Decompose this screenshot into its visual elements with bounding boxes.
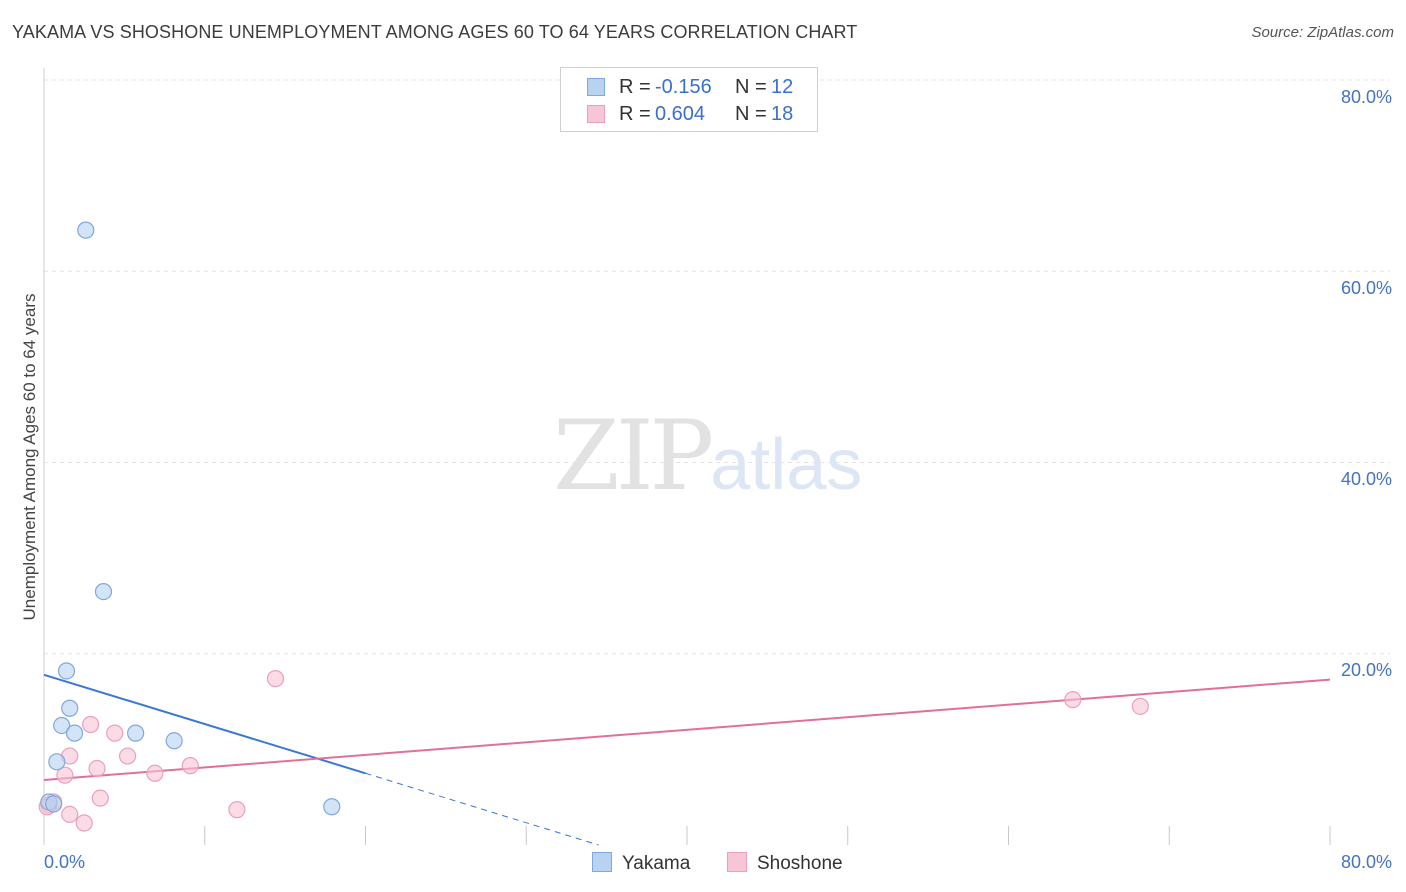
point-shoshone (88, 759, 106, 778)
trendline-shoshone (43, 678, 1331, 781)
y-tick-label-40: 40.0% (1340, 469, 1392, 489)
point-yakama (48, 753, 66, 771)
point-yakama (65, 724, 84, 742)
legend-n-label: N = (735, 103, 767, 125)
point-shoshone (82, 715, 100, 734)
legend-n-label: N = (735, 76, 767, 98)
axis-layer (43, 68, 1331, 845)
data-points (38, 221, 1149, 832)
chart-title: YAKAMA VS SHOSHONE UNEMPLOYMENT AMONG AG… (12, 22, 858, 42)
point-shoshone (1131, 697, 1149, 715)
x-tick-label-min: 0.0% (44, 852, 86, 872)
legend-r-value: -0.156 (655, 76, 712, 98)
trendline-yakama (43, 673, 366, 775)
point-shoshone (106, 724, 124, 742)
bottom-legend-label-shoshone: Shoshone (757, 853, 843, 874)
point-yakama (165, 732, 183, 750)
point-shoshone (56, 766, 74, 784)
point-yakama (57, 662, 76, 680)
zipatlas-watermark: ZIPatlas (553, 400, 862, 512)
point-yakama (127, 724, 145, 742)
point-yakama (77, 221, 95, 239)
point-yakama (94, 582, 113, 601)
watermark-atlas: atlas (710, 425, 863, 505)
legend-r-label: R = (619, 103, 651, 125)
point-shoshone (75, 814, 93, 832)
point-yakama (323, 798, 341, 816)
legend-r-value: 0.604 (655, 103, 706, 125)
trend-lines (43, 673, 1331, 846)
x-tick-label-max: 80.0% (1340, 852, 1392, 872)
point-shoshone (146, 764, 164, 782)
legend-n-value: 12 (771, 76, 794, 98)
point-shoshone (1064, 691, 1082, 709)
point-yakama (53, 716, 71, 735)
bottom-legend-shoshone: Shoshone (727, 852, 843, 875)
point-shoshone (118, 747, 137, 765)
legend-r-label: R = (619, 76, 651, 98)
watermark-zip: ZIP (553, 400, 714, 512)
point-shoshone (266, 670, 285, 688)
legend-swatch-yakama (587, 78, 605, 96)
bottom-legend-swatch-shoshone (727, 852, 747, 872)
y-tick-label-80: 80.0% (1340, 87, 1392, 107)
point-shoshone (61, 805, 79, 824)
correlation-legend: R = -0.156 N = 12 R = 0.604 N = 18 (560, 67, 818, 132)
legend-swatch-shoshone (587, 105, 605, 123)
bottom-legend-yakama: Yakama (592, 852, 690, 875)
point-shoshone (181, 757, 199, 775)
y-tick-label-60: 60.0% (1340, 278, 1392, 298)
bottom-legend-swatch-yakama (592, 852, 612, 872)
grid-layer (44, 79, 1390, 655)
y-tick-label-20: 20.0% (1340, 660, 1392, 680)
point-shoshone (91, 789, 109, 807)
legend-n-value: 18 (771, 103, 794, 125)
point-yakama (45, 795, 63, 813)
bottom-legend-label-yakama: Yakama (622, 853, 691, 874)
y-axis-label: Unemployment Among Ages 60 to 64 years (20, 293, 39, 621)
source-label: Source: ZipAtlas.com (1251, 24, 1394, 41)
trendline-yakama-extrapolated (365, 772, 599, 846)
point-yakama (61, 699, 79, 717)
point-shoshone (228, 801, 246, 819)
